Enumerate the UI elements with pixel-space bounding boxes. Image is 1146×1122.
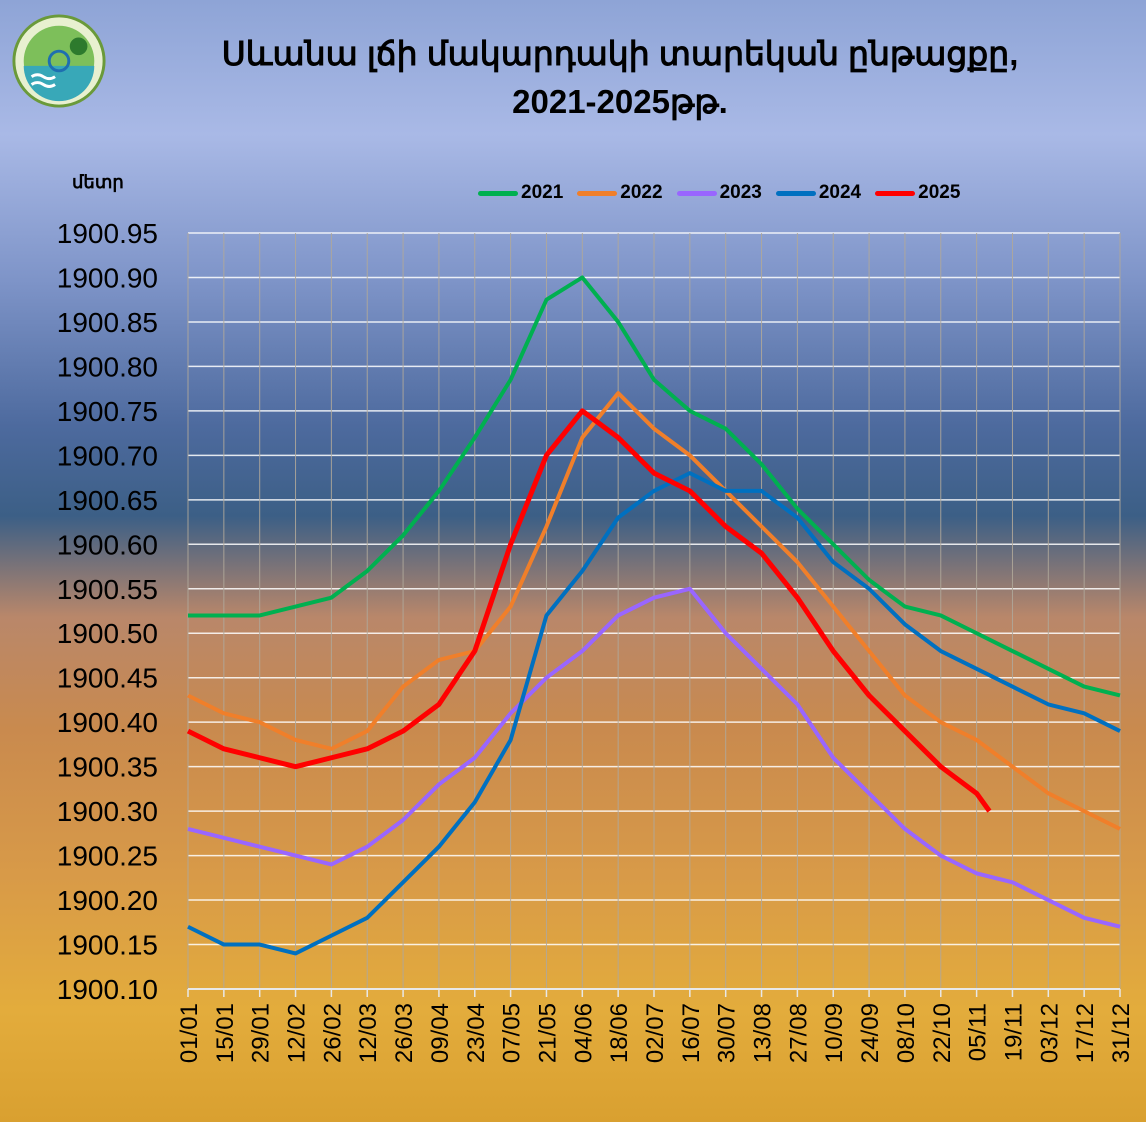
x-tick-label: 30/07 [714,1003,741,1063]
x-tick-label: 17/12 [1072,1003,1099,1063]
legend: 2021 2022 2023 2024 2025 [478,182,960,204]
y-tick-label: 1900.45 [57,663,158,694]
y-tick-label: 1900.90 [57,262,158,293]
y-tick-label: 1900.40 [57,707,158,738]
x-tick-label: 18/06 [606,1003,633,1063]
y-tick-label: 1900.55 [57,574,158,605]
y-tick-label: 1900.95 [57,218,158,249]
x-tick-label: 29/01 [248,1003,275,1063]
logo [12,14,106,108]
legend-item-2024: 2024 [775,182,862,204]
x-tick-label: 23/04 [463,1003,490,1063]
x-tick-label: 26/02 [319,1003,346,1063]
legend-item-2023: 2023 [676,182,762,204]
y-tick-label: 1900.80 [57,351,158,382]
y-tick-label: 1900.25 [57,841,158,872]
y-tick-label: 1900.30 [57,796,158,827]
x-tick-label: 21/05 [534,1003,561,1063]
legend-swatch [775,190,816,196]
legend-item-2021: 2021 [478,182,563,204]
legend-label: 2025 [918,182,961,203]
x-tick-label: 02/07 [642,1003,669,1063]
y-tick-label: 1900.15 [57,930,158,961]
legend-item-2025: 2025 [875,182,960,204]
x-tick-label: 16/07 [678,1003,705,1063]
legend-swatch [676,190,717,196]
x-tick-label: 10/09 [821,1003,848,1063]
y-tick-label: 1900.75 [57,396,158,427]
x-tick-label: 22/10 [929,1003,956,1063]
x-tick-label: 07/05 [499,1003,526,1063]
x-tick-label: 04/06 [570,1003,597,1063]
legend-swatch [875,190,916,196]
x-tick-label: 05/11 [965,1003,992,1061]
y-tick-label: 1900.65 [57,485,158,516]
x-tick-label: 19/11 [1000,1003,1027,1061]
legend-item-2022: 2022 [577,182,663,204]
x-tick-label: 24/09 [857,1003,884,1063]
legend-swatch [478,190,518,196]
x-tick-label: 15/01 [212,1003,239,1063]
x-tick-label: 12/03 [355,1003,382,1063]
y-tick-label: 1900.60 [57,529,158,560]
y-tick-label: 1900.20 [57,885,158,916]
x-tick-label: 08/10 [893,1003,920,1063]
series-line-2025 [186,408,992,813]
x-tick-label: 01/01 [176,1003,203,1063]
y-tick-label: 1900.10 [57,974,158,1005]
title-line-2: 2021-2025թթ. [512,83,728,120]
legend-label: 2022 [620,182,663,203]
title-line-1: Սևանա լճի մակարդակի տարեկան ընթացքը, [221,35,1019,72]
x-tick-label: 09/04 [427,1003,454,1063]
legend-label: 2021 [521,182,564,203]
y-tick-label: 1900.85 [57,307,158,338]
legend-label: 2024 [818,182,862,203]
chart-title: Սևանա լճի մակարդակի տարեկան ընթացքը, 202… [190,30,1050,126]
legend-swatch [577,190,618,196]
x-tick-label: 12/02 [284,1003,311,1063]
y-axis-label: մետր [72,172,124,192]
y-tick-label: 1900.35 [57,752,158,783]
y-tick-label: 1900.50 [57,618,158,649]
x-tick-label: 03/12 [1036,1003,1063,1063]
x-tick-label: 31/12 [1108,1003,1135,1063]
x-tick-label: 13/08 [750,1003,777,1063]
y-tick-label: 1900.70 [57,440,158,471]
x-tick-label: 26/03 [391,1003,418,1063]
legend-label: 2023 [719,182,762,203]
x-tick-label: 27/08 [785,1003,812,1063]
